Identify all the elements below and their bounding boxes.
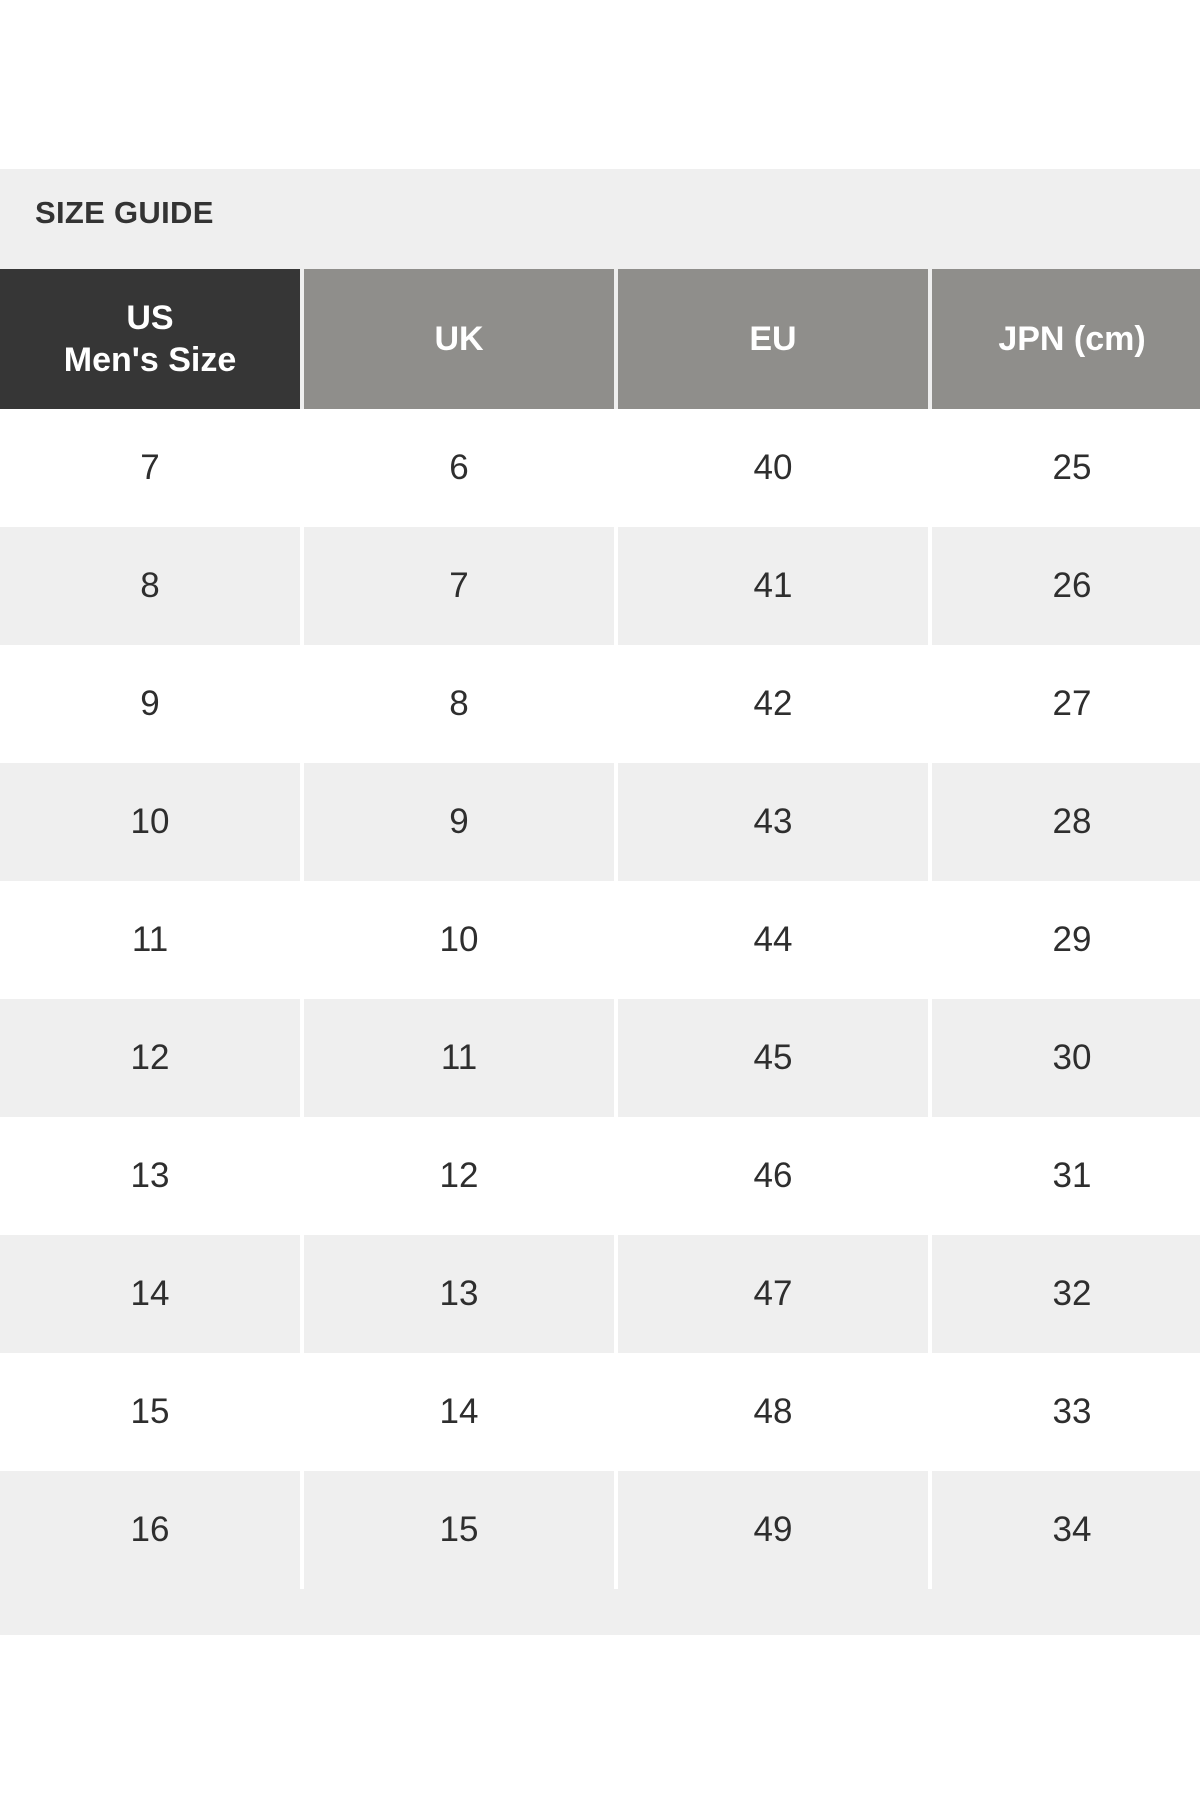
column-header-jpn: JPN (cm) (932, 269, 1200, 409)
cell-eu: 47 (618, 1235, 928, 1353)
cell-jpn: 27 (932, 645, 1200, 763)
size-guide-title: SIZE GUIDE (35, 195, 214, 230)
cell-jpn: 26 (932, 527, 1200, 645)
cell-us: 16 (0, 1471, 300, 1589)
cell-us: 15 (0, 1353, 300, 1471)
column-header-eu-label: EU (749, 320, 797, 358)
cell-uk: 12 (304, 1117, 614, 1235)
cell-us: 8 (0, 527, 300, 645)
size-table-header: US Men's Size UK EU JPN (cm) (0, 269, 1200, 409)
cell-us: 14 (0, 1235, 300, 1353)
cell-uk: 8 (304, 645, 614, 763)
cell-uk: 15 (304, 1471, 614, 1589)
column-header-us-line1: US (126, 299, 174, 337)
cell-eu: 42 (618, 645, 928, 763)
cell-us: 10 (0, 763, 300, 881)
table-row: 15 14 48 33 (0, 1353, 1200, 1471)
column-header-us: US Men's Size (0, 269, 300, 409)
cell-jpn: 33 (932, 1353, 1200, 1471)
cell-jpn: 32 (932, 1235, 1200, 1353)
cell-eu: 49 (618, 1471, 928, 1589)
cell-uk: 9 (304, 763, 614, 881)
cell-jpn: 25 (932, 409, 1200, 527)
cell-eu: 41 (618, 527, 928, 645)
cell-jpn: 28 (932, 763, 1200, 881)
cell-eu: 43 (618, 763, 928, 881)
cell-eu: 46 (618, 1117, 928, 1235)
table-row: 9 8 42 27 (0, 645, 1200, 763)
table-row: 7 6 40 25 (0, 409, 1200, 527)
table-row: 12 11 45 30 (0, 999, 1200, 1117)
cell-us: 12 (0, 999, 300, 1117)
column-header-jpn-label: JPN (cm) (998, 320, 1146, 358)
cell-eu: 44 (618, 881, 928, 999)
cell-jpn: 29 (932, 881, 1200, 999)
table-row: 16 15 49 34 (0, 1471, 1200, 1589)
cell-uk: 11 (304, 999, 614, 1117)
cell-eu: 45 (618, 999, 928, 1117)
cell-us: 7 (0, 409, 300, 527)
table-row: 13 12 46 31 (0, 1117, 1200, 1235)
size-guide-panel: SIZE GUIDE US Men's Size UK EU JPN (cm) … (0, 169, 1200, 1635)
cell-uk: 13 (304, 1235, 614, 1353)
cell-us: 9 (0, 645, 300, 763)
cell-us: 13 (0, 1117, 300, 1235)
cell-uk: 6 (304, 409, 614, 527)
column-header-uk: UK (304, 269, 614, 409)
cell-jpn: 34 (932, 1471, 1200, 1589)
cell-eu: 48 (618, 1353, 928, 1471)
cell-us: 11 (0, 881, 300, 999)
column-header-eu: EU (618, 269, 928, 409)
table-row: 10 9 43 28 (0, 763, 1200, 881)
table-row: 11 10 44 29 (0, 881, 1200, 999)
cell-jpn: 31 (932, 1117, 1200, 1235)
cell-jpn: 30 (932, 999, 1200, 1117)
size-table-body: 7 6 40 25 8 7 41 26 9 8 42 27 10 9 43 28… (0, 409, 1200, 1589)
table-row: 8 7 41 26 (0, 527, 1200, 645)
cell-uk: 7 (304, 527, 614, 645)
cell-eu: 40 (618, 409, 928, 527)
column-header-uk-label: UK (434, 320, 484, 358)
cell-uk: 10 (304, 881, 614, 999)
cell-uk: 14 (304, 1353, 614, 1471)
table-row: 14 13 47 32 (0, 1235, 1200, 1353)
column-header-us-line2: Men's Size (63, 341, 237, 379)
